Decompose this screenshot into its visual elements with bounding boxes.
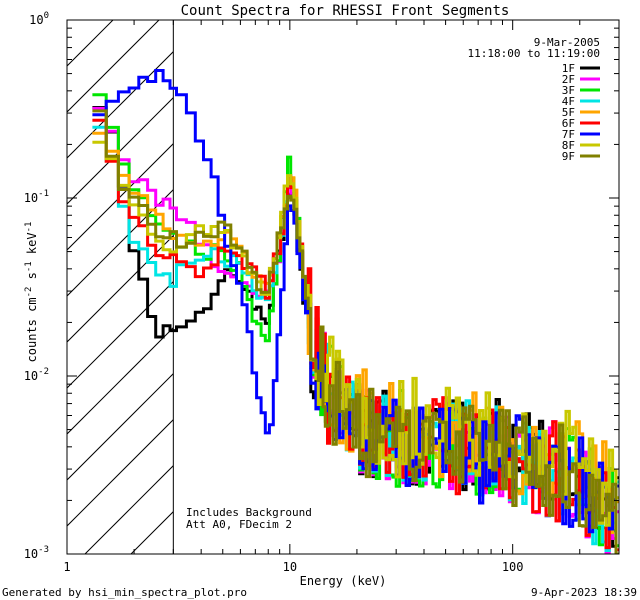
x-axis-ticks: 1 10 100	[63, 20, 620, 574]
x-tick-label: 1	[63, 560, 70, 574]
annotation-background: Includes Background	[186, 506, 312, 519]
y-axis-label-exp: -1	[24, 222, 34, 233]
y-axis-label-part: s	[25, 272, 39, 286]
hatch-line	[67, 418, 174, 527]
x-tick-label: 100	[502, 560, 524, 574]
legend-label: 3F	[562, 84, 575, 97]
y-tick-label: 10-1	[24, 189, 49, 205]
hatch-line	[67, 20, 160, 113]
series-group	[92, 69, 619, 554]
y-tick-label: 10-3	[24, 545, 49, 561]
y-axis-label-part: counts cm	[25, 297, 39, 362]
chart-title: Count Spectra for RHESSI Front Segments	[181, 3, 510, 19]
legend-label: 1F	[562, 62, 575, 75]
y-tick-label: 10-2	[24, 367, 49, 383]
background-hatch-region	[67, 20, 174, 554]
hatch-line	[67, 20, 114, 67]
legend-label: 8F	[562, 139, 575, 152]
legend-label: 5F	[562, 106, 575, 119]
x-tick-label: 10	[283, 560, 297, 574]
hatch-line	[67, 50, 174, 159]
series-9f	[92, 109, 619, 554]
hatch-line	[67, 188, 174, 297]
x-axis-label: Energy (keV)	[300, 574, 387, 588]
y-axis-label-exp: -1	[24, 261, 34, 272]
legend-label: 6F	[562, 117, 575, 130]
hatch-line	[67, 96, 174, 205]
y-tick-label: 100	[29, 11, 49, 27]
observation-date: 9-Mar-2005	[534, 36, 600, 49]
time-range: 11:18:00 to 11:19:00	[468, 47, 600, 60]
hatch-line	[67, 372, 174, 481]
y-axis-label-exp: -2	[24, 287, 34, 298]
footer-generated-by: Generated by hsi_min_spectra_plot.pro	[2, 586, 247, 599]
hatch-line	[67, 280, 174, 389]
y-axis-ticks: 100 10-1 10-2 10-3	[24, 11, 619, 561]
hatch-line	[67, 234, 174, 343]
annotation-attenuator: Att A0, FDecim 2	[186, 518, 292, 531]
legend-label: 9F	[562, 150, 575, 163]
legend-label: 2F	[562, 73, 575, 86]
footer-timestamp: 9-Apr-2023 18:39	[531, 586, 637, 599]
y-axis-label: counts cm-2 s-1 keV-1	[24, 222, 39, 363]
plot-frame	[66, 19, 620, 555]
y-axis-label-part: keV	[25, 232, 39, 261]
legend-label: 7F	[562, 128, 575, 141]
legend-label: 4F	[562, 95, 575, 108]
